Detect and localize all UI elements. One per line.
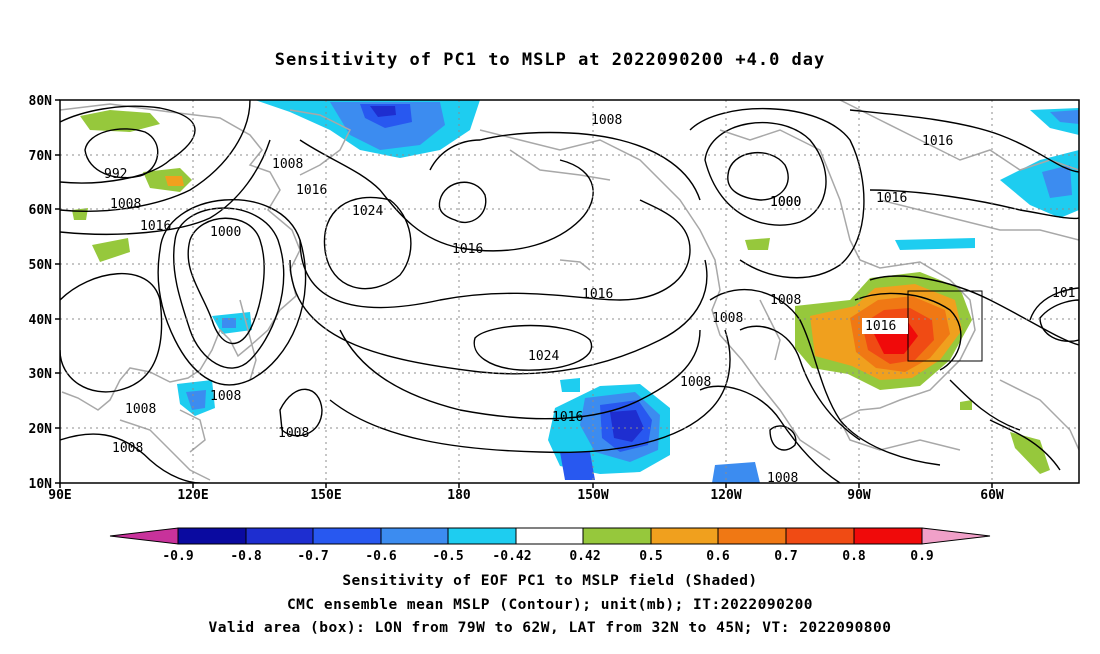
lat-label: 20N — [29, 422, 53, 437]
colorbar-swatch — [853, 527, 923, 545]
contour-label: 1016 — [865, 319, 896, 334]
lat-label: 50N — [29, 258, 53, 273]
colorbar-label: -0.6 — [365, 549, 396, 564]
map-frame — [59, 99, 1080, 484]
colorbar-label: 0.5 — [639, 549, 662, 564]
contour-label: 1024 — [352, 204, 383, 219]
colorbar-swatch — [380, 527, 449, 545]
contour-label: 1000 — [770, 195, 801, 210]
contour-label: 1016 — [296, 183, 327, 198]
colorbar-label: -0.5 — [432, 549, 463, 564]
caption-line-1: Sensitivity of EOF PC1 to MSLP field (Sh… — [342, 573, 758, 589]
contour-label: 1008 — [210, 389, 241, 404]
colorbar-swatch — [177, 527, 247, 545]
colorbar: -0.9 -0.8 -0.7 -0.6 -0.5 -0.42 0.42 0.5 … — [109, 527, 991, 564]
colorbar-label: -0.42 — [492, 549, 531, 564]
axis-ticks — [55, 99, 993, 488]
caption-line-2: CMC ensemble mean MSLP (Contour); unit(m… — [286, 597, 814, 613]
contour-label: 1016 — [452, 242, 483, 257]
colorbar-label: -0.8 — [230, 549, 261, 564]
colorbar-swatch — [515, 527, 584, 545]
contour-label: 1016 — [582, 287, 613, 302]
colorbar-label: -0.9 — [162, 549, 193, 564]
lat-label: 10N — [29, 477, 53, 492]
lat-label: 30N — [29, 367, 53, 382]
lon-label: 180 — [447, 488, 471, 503]
colorbar-swatch — [650, 527, 719, 545]
contour-label: 1008 — [278, 426, 309, 441]
longitude-labels: 90E 120E 150E 180 150W 120W 90W 60W — [48, 488, 1004, 503]
contour-label: 1024 — [528, 349, 559, 364]
colorbar-label: -0.7 — [297, 549, 328, 564]
contour-label: 1008 — [591, 113, 622, 128]
lat-label: 80N — [29, 94, 53, 109]
colorbar-label: 0.42 — [569, 549, 600, 564]
colorbar-label: 0.9 — [910, 549, 933, 564]
lat-label: 40N — [29, 313, 53, 328]
caption-line-3: Valid area (box): LON from 79W to 62W, L… — [208, 620, 892, 636]
contour-label: 1000 — [210, 225, 241, 240]
contour-label: 1008 — [680, 375, 711, 390]
contour-label: 1008 — [272, 157, 303, 172]
mslp-contours — [60, 100, 1079, 483]
lat-label: 60N — [29, 203, 53, 218]
lon-label: 90E — [48, 488, 71, 503]
contour-label: 1008 — [770, 293, 801, 308]
chart-title: Sensitivity of PC1 to MSLP at 2022090200… — [274, 50, 826, 70]
contour-label-bg — [862, 318, 908, 334]
contour-label: 1008 — [125, 402, 156, 417]
lon-label: 90W — [847, 488, 871, 503]
colorbar-swatch — [582, 527, 652, 545]
colorbar-swatch — [785, 527, 855, 545]
colorbar-swatch — [312, 527, 382, 545]
contour-label: 1016 — [552, 410, 583, 425]
contour-label: 101 — [1052, 286, 1075, 301]
contour-label: 992 — [104, 167, 127, 182]
colorbar-label: 0.7 — [774, 549, 797, 564]
lat-label: 70N — [29, 149, 53, 164]
contour-label: 1008 — [112, 441, 143, 456]
colorbar-label: 0.6 — [706, 549, 730, 564]
grid-lines — [60, 100, 1079, 483]
contour-labels: 1008 1016 1000 992 1008 1024 1016 1000 1… — [104, 113, 1075, 486]
map-content: 1008 1016 1000 992 1008 1024 1016 1000 1… — [60, 100, 1079, 486]
lon-label: 120W — [710, 488, 741, 503]
contour-label: 1000 — [770, 195, 801, 210]
colorbar-swatch — [245, 527, 314, 545]
contour-label: 1008 — [767, 471, 798, 486]
contour-label: 1016 — [922, 134, 953, 149]
lon-label: 60W — [980, 488, 1004, 503]
contour-label: 1016 — [140, 219, 171, 234]
colorbar-swatch — [717, 527, 787, 545]
contour-label: 1008 — [712, 311, 743, 326]
colorbar-swatch — [447, 527, 517, 545]
lon-label: 150E — [310, 488, 341, 503]
contour-label: 1016 — [876, 191, 907, 206]
colorbar-low-triangle — [109, 527, 179, 545]
latitude-labels: 80N 70N 60N 50N 40N 30N 20N 10N — [29, 94, 53, 492]
lon-label: 150W — [577, 488, 608, 503]
coastlines — [60, 100, 1079, 481]
lon-label: 120E — [177, 488, 208, 503]
contour-label: 1008 — [110, 197, 141, 212]
colorbar-high-triangle — [921, 527, 991, 545]
colorbar-label: 0.8 — [842, 549, 866, 564]
